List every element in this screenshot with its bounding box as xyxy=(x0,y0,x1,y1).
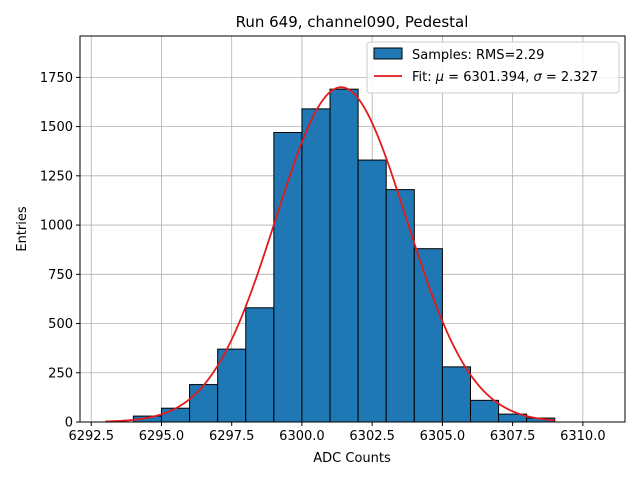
x-tick-label: 6307.5 xyxy=(490,429,536,444)
x-axis-label: ADC Counts xyxy=(313,451,391,466)
y-tick-label: 1500 xyxy=(40,120,73,135)
legend-box xyxy=(366,41,620,94)
fit-curve xyxy=(105,86,555,423)
x-axis-ticks: 6292.5 6295.0 6297.5 6300.0 6302.5 6305.0 6307… xyxy=(68,422,606,444)
fit-sigma-symbol: σ xyxy=(534,70,543,85)
histogram-bar xyxy=(329,88,359,423)
legend-label-samples: Samples: RMS=2.29 xyxy=(412,48,544,63)
x-tick-label: 6302.5 xyxy=(349,429,395,444)
plot-frame xyxy=(79,35,626,423)
histogram-bar xyxy=(469,399,500,423)
chart-title: Run 649, channel090, Pedestal xyxy=(236,13,469,31)
y-tick-label: 1250 xyxy=(40,169,73,184)
y-tick-label: 0 xyxy=(65,416,73,431)
x-tick-label: 6310.0 xyxy=(560,429,606,444)
y-axis-label: Entries xyxy=(15,206,30,252)
x-tick-label: 6305.0 xyxy=(420,429,466,444)
fit-sigma-value: = 2.327 xyxy=(542,70,598,85)
fit-mu-symbol: μ xyxy=(435,70,444,85)
fit-mu-value: = 6301.394, xyxy=(444,70,533,85)
histogram-bar xyxy=(217,348,247,423)
histogram-bar xyxy=(245,307,275,423)
y-tick-label: 1000 xyxy=(40,219,73,234)
histogram-bar xyxy=(441,366,471,423)
x-tick-label: 6297.5 xyxy=(209,429,255,444)
histogram-bar xyxy=(189,384,219,423)
y-tick-label: 750 xyxy=(48,268,73,283)
histogram-bar xyxy=(357,159,387,423)
histogram-bar xyxy=(413,248,443,423)
legend-swatch-samples xyxy=(373,47,403,60)
y-tick-label: 500 xyxy=(48,317,73,332)
x-tick-label: 6292.5 xyxy=(68,429,114,444)
y-tick-label: 1750 xyxy=(40,71,73,86)
legend-label-fit: Fit: μ = 6301.394, σ = 2.327 xyxy=(412,70,598,85)
legend: Samples: RMS=2.29 Fit: μ = 6301.394, σ =… xyxy=(366,41,620,94)
fit-prefix: Fit: xyxy=(412,70,436,85)
y-tick-label: 250 xyxy=(48,366,73,381)
histogram-bar xyxy=(385,189,415,423)
x-tick-label: 6300.0 xyxy=(279,429,325,444)
histogram-bar xyxy=(301,108,331,423)
fit-curve-group xyxy=(105,86,555,423)
y-axis-ticks: 0 250 500 750 1000 1250 1500 1750 xyxy=(40,71,80,431)
histogram-bar xyxy=(273,132,303,423)
x-tick-label: 6295.0 xyxy=(139,429,185,444)
histogram-bar xyxy=(160,407,191,423)
